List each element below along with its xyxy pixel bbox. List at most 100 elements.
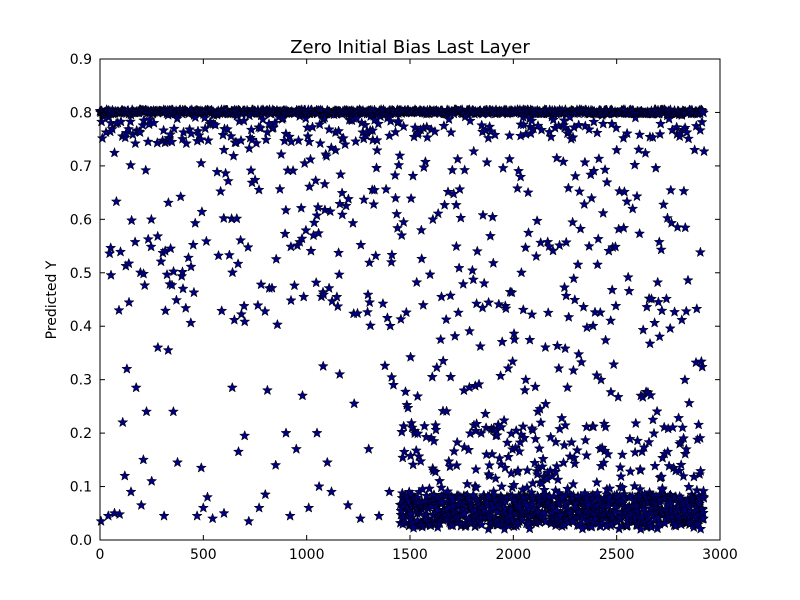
- data-point: [423, 482, 435, 494]
- data-point: [339, 138, 351, 150]
- data-point: [515, 266, 528, 278]
- y-tick-label: 0.4: [70, 319, 92, 335]
- data-point: [129, 236, 141, 247]
- data-point: [347, 217, 359, 228]
- data-point: [296, 389, 309, 401]
- data-point: [135, 499, 147, 511]
- data-point: [387, 379, 400, 390]
- data-point: [694, 432, 706, 443]
- data-point: [573, 185, 586, 197]
- data-point: [428, 435, 440, 446]
- data-point: [185, 260, 197, 272]
- data-point: [609, 240, 622, 252]
- data-point: [651, 405, 663, 417]
- data-point: [440, 405, 453, 417]
- data-point: [502, 451, 515, 462]
- data-point: [106, 123, 118, 134]
- data-point: [558, 281, 571, 293]
- data-point: [524, 334, 536, 345]
- data-point: [389, 192, 402, 203]
- data-point: [351, 307, 364, 319]
- data-point: [655, 243, 667, 255]
- data-point: [266, 282, 278, 293]
- data-point: [253, 183, 265, 195]
- x-tick-label: 1500: [392, 547, 428, 563]
- y-tick-label: 0.5: [70, 266, 92, 282]
- data-point: [531, 214, 543, 226]
- data-point: [579, 156, 591, 168]
- data-point: [665, 217, 678, 228]
- data-point: [275, 148, 287, 160]
- data-point: [661, 212, 674, 223]
- data-point: [361, 306, 374, 317]
- data-point: [489, 128, 501, 140]
- data-point: [227, 150, 240, 161]
- data-point: [504, 153, 516, 164]
- x-tick-label: 2500: [599, 547, 635, 563]
- data-point: [676, 421, 689, 433]
- data-point: [650, 162, 662, 173]
- x-tick-label: 3000: [702, 547, 738, 563]
- data-point: [545, 131, 557, 142]
- data-point: [500, 302, 512, 314]
- data-point: [363, 256, 376, 268]
- data-point: [171, 456, 184, 468]
- data-point: [673, 464, 686, 476]
- data-point: [631, 434, 644, 446]
- data-point: [393, 115, 405, 127]
- data-point: [108, 146, 121, 158]
- data-point: [696, 361, 708, 372]
- data-point: [371, 134, 383, 146]
- data-point: [645, 293, 658, 304]
- data-point: [691, 484, 703, 496]
- data-point: [608, 358, 620, 370]
- data-point: [105, 242, 117, 253]
- data-point: [451, 436, 463, 448]
- data-point: [484, 230, 496, 241]
- data-point: [694, 124, 706, 136]
- data-point: [522, 186, 534, 198]
- data-point: [114, 245, 127, 257]
- data-point: [475, 427, 487, 439]
- data-point: [605, 314, 617, 326]
- data-point: [334, 368, 346, 380]
- data-point: [494, 452, 506, 464]
- data-point: [586, 192, 598, 204]
- data-point: [371, 144, 383, 156]
- data-point: [467, 273, 479, 285]
- data-point: [695, 465, 707, 477]
- data-point: [517, 420, 529, 432]
- data-point: [216, 304, 228, 316]
- data-point: [383, 485, 395, 497]
- data-point: [617, 132, 630, 143]
- data-point: [601, 176, 613, 188]
- data-point: [175, 190, 187, 202]
- data-point: [697, 512, 710, 524]
- data-point: [270, 459, 282, 470]
- data-point: [561, 381, 574, 393]
- data-point: [96, 132, 108, 144]
- data-point: [402, 402, 414, 413]
- data-point: [470, 481, 482, 493]
- data-point: [551, 460, 563, 472]
- data-point: [225, 130, 237, 142]
- data-point: [630, 417, 642, 429]
- data-point: [110, 195, 122, 207]
- data-point: [142, 135, 154, 147]
- data-point: [396, 229, 408, 241]
- data-point: [654, 330, 666, 342]
- data-point: [519, 241, 532, 253]
- axis-ticks: 0 500 1000 1500 2000 2500 3000 0.0 0.1 0.2 0.3 0.4 0…: [70, 52, 738, 563]
- data-point: [426, 371, 438, 382]
- data-point: [303, 501, 315, 513]
- data-point: [427, 213, 439, 225]
- data-point: [288, 279, 301, 291]
- data-point: [569, 293, 581, 305]
- data-point: [637, 324, 649, 335]
- data-point: [381, 312, 393, 323]
- data-point: [185, 127, 197, 139]
- y-tick-label: 0.0: [70, 533, 92, 549]
- data-point: [484, 120, 496, 132]
- data-point: [543, 240, 555, 252]
- data-point: [366, 124, 379, 136]
